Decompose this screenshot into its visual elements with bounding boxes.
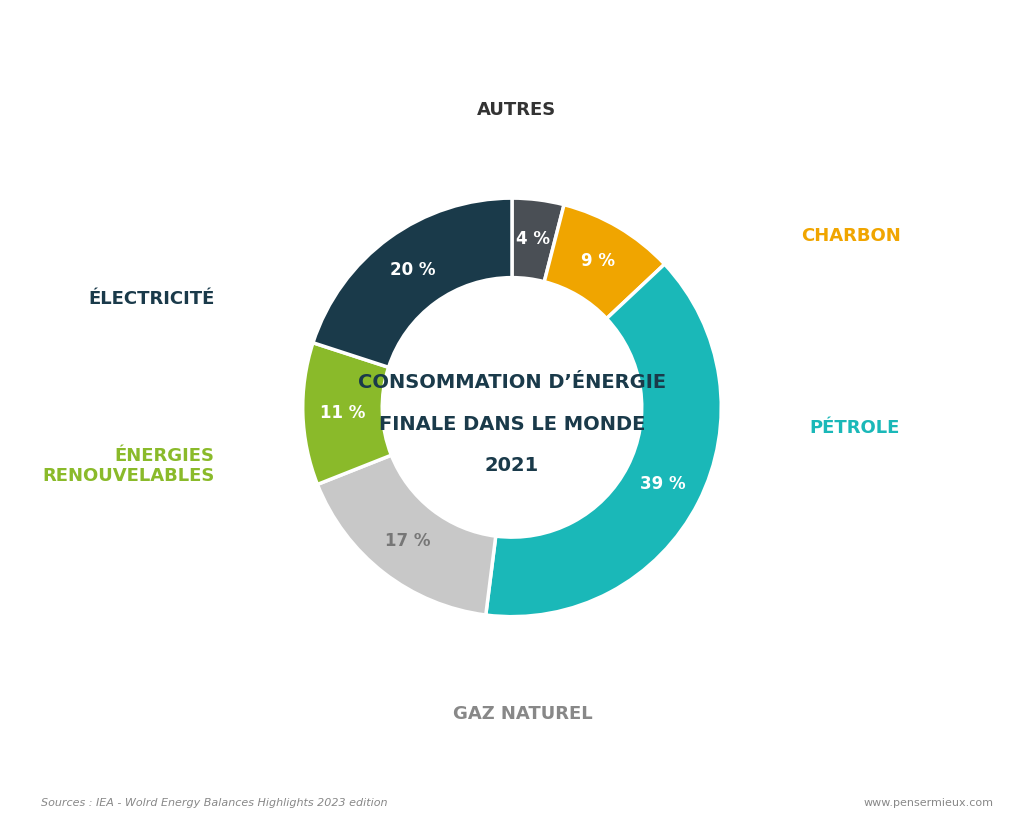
Wedge shape — [512, 198, 564, 281]
Text: AUTRES: AUTRES — [476, 100, 556, 119]
Text: 4 %: 4 % — [516, 230, 550, 249]
Text: 9 %: 9 % — [582, 253, 615, 271]
Text: 39 %: 39 % — [640, 476, 686, 493]
Text: 20 %: 20 % — [389, 261, 435, 279]
Text: 17 %: 17 % — [385, 532, 431, 551]
Wedge shape — [313, 198, 512, 367]
Text: CHARBON: CHARBON — [801, 227, 900, 244]
Wedge shape — [317, 455, 496, 615]
Text: GAZ NATUREL: GAZ NATUREL — [453, 704, 592, 723]
Text: CONSOMMATION D’ÉNERGIE: CONSOMMATION D’ÉNERGIE — [358, 373, 666, 392]
Wedge shape — [485, 264, 721, 616]
Text: ÉLECTRICITÉ: ÉLECTRICITÉ — [88, 290, 215, 308]
Text: 11 %: 11 % — [319, 404, 366, 421]
Text: www.pensermieux.com: www.pensermieux.com — [863, 798, 993, 808]
Text: 2021: 2021 — [485, 457, 539, 476]
Wedge shape — [303, 342, 391, 485]
Text: PÉTROLE: PÉTROLE — [809, 419, 899, 437]
Text: FINALE DANS LE MONDE: FINALE DANS LE MONDE — [379, 415, 645, 434]
Text: Sources : IEA - Wolrd Energy Balances Highlights 2023 edition: Sources : IEA - Wolrd Energy Balances Hi… — [41, 798, 387, 808]
Wedge shape — [545, 205, 665, 319]
Text: ÉNERGIES
RENOUVELABLES: ÉNERGIES RENOUVELABLES — [42, 447, 215, 486]
